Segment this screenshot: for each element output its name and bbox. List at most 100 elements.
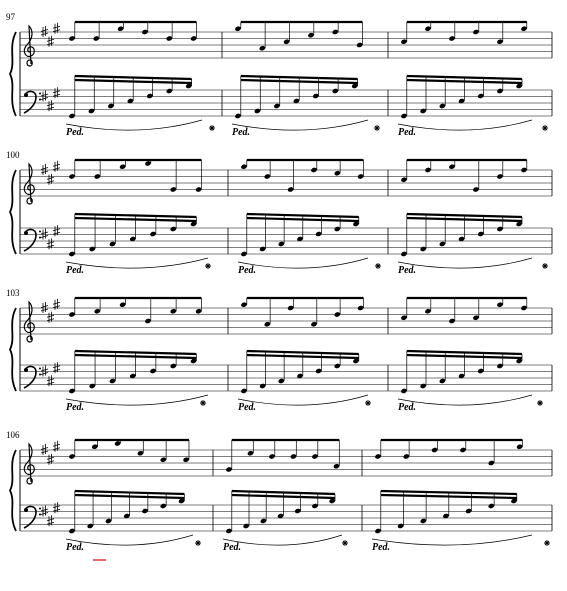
note-head xyxy=(290,454,297,459)
note-head xyxy=(312,503,318,509)
note-head xyxy=(89,246,96,252)
note-head xyxy=(439,241,446,247)
note-head xyxy=(497,226,503,232)
note-head xyxy=(477,368,484,374)
sharp xyxy=(52,362,61,374)
note-head xyxy=(91,444,98,450)
note-head xyxy=(109,241,116,247)
beam xyxy=(406,216,523,223)
note-head xyxy=(488,503,495,509)
pedal-mark: Ped. xyxy=(372,542,390,553)
beam xyxy=(74,78,192,85)
note-head xyxy=(108,103,114,109)
note-head xyxy=(439,103,446,109)
note-head xyxy=(357,174,364,179)
beam xyxy=(74,493,185,500)
note-head xyxy=(264,321,271,327)
note-head xyxy=(488,460,495,466)
note-head xyxy=(357,305,364,311)
note-head xyxy=(497,88,503,94)
note-head xyxy=(226,467,232,472)
note-head xyxy=(166,88,173,94)
pedal-release xyxy=(542,125,548,131)
note-head xyxy=(117,26,124,32)
note-head xyxy=(274,103,280,109)
note-head xyxy=(243,523,250,529)
brace xyxy=(8,31,17,117)
sharp xyxy=(52,87,61,99)
sharp xyxy=(52,160,61,172)
note-head xyxy=(190,358,197,364)
slur xyxy=(222,534,343,546)
note-head xyxy=(329,498,336,504)
note-head xyxy=(401,388,407,394)
note-head xyxy=(449,164,455,170)
note-head xyxy=(170,363,177,369)
brace xyxy=(8,449,17,532)
note-head xyxy=(166,36,173,41)
note-head xyxy=(439,378,446,384)
note-head xyxy=(311,321,317,327)
pedal-release xyxy=(342,540,348,546)
bass-clef-dot xyxy=(24,508,28,512)
note-head xyxy=(183,457,190,463)
note-head xyxy=(449,318,455,324)
note-head xyxy=(473,187,479,192)
brace xyxy=(8,169,17,255)
note-head xyxy=(353,221,359,227)
note-head xyxy=(465,508,472,514)
beam xyxy=(74,212,197,219)
note-head xyxy=(315,231,322,237)
beam xyxy=(406,349,523,356)
brace xyxy=(8,307,17,392)
note-head xyxy=(443,513,449,519)
note-head xyxy=(521,305,527,311)
bass-clef-dot xyxy=(24,231,28,235)
treble-clef xyxy=(23,300,35,343)
note-head xyxy=(401,39,407,45)
note-head xyxy=(401,315,407,321)
note-head xyxy=(477,93,484,99)
note-head xyxy=(497,302,503,308)
pedal-release xyxy=(365,400,371,406)
pedal-release xyxy=(200,400,206,406)
sharp xyxy=(46,375,55,387)
bass-clef-dot xyxy=(24,368,28,372)
note-head xyxy=(137,450,144,456)
note-head xyxy=(401,113,407,119)
note-head xyxy=(473,315,479,321)
note-head xyxy=(94,174,101,179)
bass-clef xyxy=(23,90,37,114)
slur xyxy=(65,534,194,546)
slur xyxy=(371,534,533,546)
note-head xyxy=(425,26,431,32)
beam xyxy=(231,489,336,496)
note-head xyxy=(294,508,301,514)
note-head xyxy=(87,523,94,529)
measure-number: 97 xyxy=(6,12,16,22)
pedal-mark: Ped. xyxy=(238,265,256,276)
note-head xyxy=(259,383,266,389)
sharp xyxy=(40,26,49,37)
pedal-mark: Ped. xyxy=(223,542,241,553)
note-head xyxy=(69,36,75,41)
sharp xyxy=(40,444,49,455)
note-head xyxy=(297,236,303,242)
pedal-mark: Ped. xyxy=(232,127,250,138)
note-head xyxy=(315,368,322,374)
beam xyxy=(246,216,359,223)
note-head xyxy=(401,177,407,183)
note-head xyxy=(287,305,294,311)
note-head xyxy=(278,378,285,384)
note-head xyxy=(356,42,363,48)
note-head xyxy=(516,83,523,89)
sharp xyxy=(40,90,49,102)
note-head xyxy=(334,170,341,176)
note-head xyxy=(145,161,151,166)
pedal-release xyxy=(544,540,550,546)
note-head xyxy=(185,83,192,89)
pedal-mark: Ped. xyxy=(66,542,84,553)
sharp xyxy=(46,238,55,250)
beam xyxy=(406,74,523,81)
